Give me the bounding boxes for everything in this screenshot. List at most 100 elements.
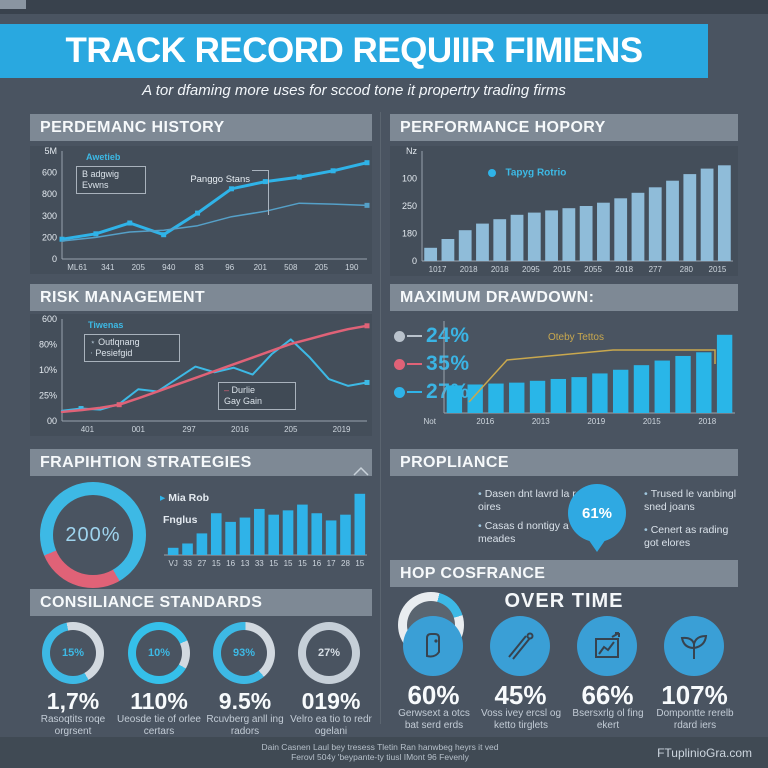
svg-text:200: 200 xyxy=(42,232,57,242)
svg-text:5M: 5M xyxy=(44,146,57,156)
column-divider xyxy=(380,112,381,724)
stat-dash xyxy=(407,363,422,365)
consiliance-ring-3: 93% xyxy=(213,622,275,684)
footer-line-1: Dain Casnen Laul bey tresess Tletin Ran … xyxy=(261,742,499,752)
hop-value-2: 45% xyxy=(494,680,547,710)
legend-dot-icon xyxy=(488,168,496,177)
over-time-title: OVER TIME xyxy=(504,590,624,612)
svg-text:25%: 25% xyxy=(39,391,57,401)
consiliance-item: 93% xyxy=(213,622,275,684)
caret-up-icon xyxy=(353,466,369,476)
svg-text:15: 15 xyxy=(212,559,221,568)
legend-line: – Durlie xyxy=(224,385,256,395)
consiliance-value-4: 019% xyxy=(301,688,361,714)
drawdown-stat-2: 35% xyxy=(394,352,470,376)
drawdown-stat-1: 24% xyxy=(394,324,470,348)
panel-header-hop-cosfrance: HOP COSFRANCE xyxy=(390,560,738,587)
hop-icon-circle-4 xyxy=(664,616,724,676)
triangle-marker-icon: ▸ xyxy=(160,492,166,504)
risk-legend-box-2: – Durlie Gay Gain xyxy=(218,382,296,410)
stat-dot-icon xyxy=(394,358,405,370)
svg-text:2016: 2016 xyxy=(476,417,494,426)
propliance-pin: 61% xyxy=(568,484,626,552)
hop-icon-circle-1 xyxy=(403,616,463,676)
legend-line: ⋆ Outlqnang xyxy=(90,337,140,347)
pin-value: 61% xyxy=(581,504,613,522)
legend-line: ⋅ Pesiefgid xyxy=(90,348,133,358)
strategies-donut-value: 200% xyxy=(65,523,121,546)
svg-text:28: 28 xyxy=(341,559,350,568)
svg-text:2018: 2018 xyxy=(698,417,716,426)
svg-text:341: 341 xyxy=(101,263,115,272)
page-title: TRACK RECORD REQUIIR FIMIENS xyxy=(65,31,643,70)
svg-text:96: 96 xyxy=(225,263,234,272)
drawdown-bar-chart: Not 2016 2013 2019 2015 2018 xyxy=(424,321,735,426)
hop-icon-circle-2 xyxy=(490,616,550,676)
svg-text:300: 300 xyxy=(42,211,57,221)
panel-title: PERFORMANCE HOPORY xyxy=(400,118,606,136)
svg-text:Not: Not xyxy=(424,417,437,426)
consiliance-ring-2: 10% xyxy=(128,622,190,684)
page-subtitle: A tor dfaming more uses for sccod tone i… xyxy=(142,82,566,99)
perf-history-annotation: Panggo Stans xyxy=(190,174,250,185)
sprout-icon xyxy=(680,634,708,659)
svg-text:001: 001 xyxy=(132,425,146,434)
bullet-icon: • xyxy=(644,488,648,500)
perf-history-line-chart: 5M 600 800 300 200 0 ML61 341 205 940 83 96 201 508 20… xyxy=(30,146,372,274)
svg-text:2015: 2015 xyxy=(643,417,661,426)
consiliance-caption-3: Rcuvberg anll ing radors xyxy=(206,714,284,737)
panel-header-consiliance: CONSILIANCE STANDARDS xyxy=(30,589,372,616)
consiliance-item: 27% xyxy=(298,622,360,684)
risk-legend-box: ⋆ Outlqnang ⋅ Pesiefgid xyxy=(84,334,180,362)
perf-history-note: Awetieb xyxy=(86,152,121,162)
svg-text:10%: 10% xyxy=(39,365,57,375)
consiliance-value-3: 9.5% xyxy=(218,688,272,714)
corner-chip xyxy=(0,0,26,9)
svg-text:2095: 2095 xyxy=(522,265,540,274)
svg-text:16: 16 xyxy=(226,559,235,568)
svg-text:0: 0 xyxy=(412,256,417,266)
svg-text:ML61: ML61 xyxy=(67,263,88,272)
svg-text:15: 15 xyxy=(298,559,307,568)
svg-text:2015: 2015 xyxy=(709,265,727,274)
svg-text:1017: 1017 xyxy=(429,265,447,274)
svg-text:201: 201 xyxy=(254,263,268,272)
bullet-icon: • xyxy=(644,524,648,536)
footer-line-2: Ferovl 504y 'beypante-ty tiusl IMont 96 … xyxy=(291,752,469,762)
panel-title: PERDEMANC HISTORY xyxy=(40,118,225,136)
svg-text:16: 16 xyxy=(312,559,321,568)
svg-text:2019: 2019 xyxy=(587,417,605,426)
svg-text:205: 205 xyxy=(132,263,146,272)
performance-legend: Tapyg Rotrio xyxy=(488,164,566,182)
risk-note: Tiwenas xyxy=(88,320,124,330)
svg-text:17: 17 xyxy=(327,559,336,568)
strategies-label-2: Fnglus xyxy=(163,514,198,526)
svg-text:280: 280 xyxy=(680,265,694,274)
hop-caption-4: Dompontte rerelb rdard iers xyxy=(656,708,734,731)
footer: Dain Casnen Laul bey tresess Tletin Ran … xyxy=(0,737,768,768)
legend-line: Gay Gain xyxy=(224,396,263,406)
consiliance-item: 10% xyxy=(128,622,190,684)
consiliance-caption-4: Velro ea tio to redr ogelani xyxy=(290,714,372,737)
consiliance-caption-1: Rasoqtits roqe orgrsent xyxy=(40,714,106,737)
svg-text:2018: 2018 xyxy=(615,265,633,274)
svg-text:205: 205 xyxy=(284,425,298,434)
propliance-bullet-4: • Cenert as rading got elores xyxy=(644,524,729,549)
panel-header-risk: RISK MANAGEMENT xyxy=(30,284,372,311)
svg-text:2019: 2019 xyxy=(333,425,351,434)
svg-text:800: 800 xyxy=(42,189,57,199)
svg-text:2016: 2016 xyxy=(231,425,249,434)
svg-text:180: 180 xyxy=(402,229,417,239)
strategies-bar-chart: VJ 33 27 15 16 13 33 15 15 15 16 17 28 15 xyxy=(164,493,367,568)
svg-text:297: 297 xyxy=(182,425,196,434)
strategies-donut-chart: 200% xyxy=(40,482,146,588)
panel-header-perf-history: PERDEMANC HISTORY xyxy=(30,114,372,141)
hop-value-4: 107% xyxy=(661,680,728,710)
panel-header-drawdown: MAXIMUM DRAWDOWN: xyxy=(390,284,738,311)
svg-text:27: 27 xyxy=(197,559,206,568)
pen-icon xyxy=(508,632,534,660)
svg-text:Nz: Nz xyxy=(406,146,417,156)
consiliance-caption-2: Ueosde tie of orlee certars xyxy=(117,714,201,737)
profile-icon xyxy=(426,633,440,658)
hop-value-1: 60% xyxy=(407,680,460,710)
